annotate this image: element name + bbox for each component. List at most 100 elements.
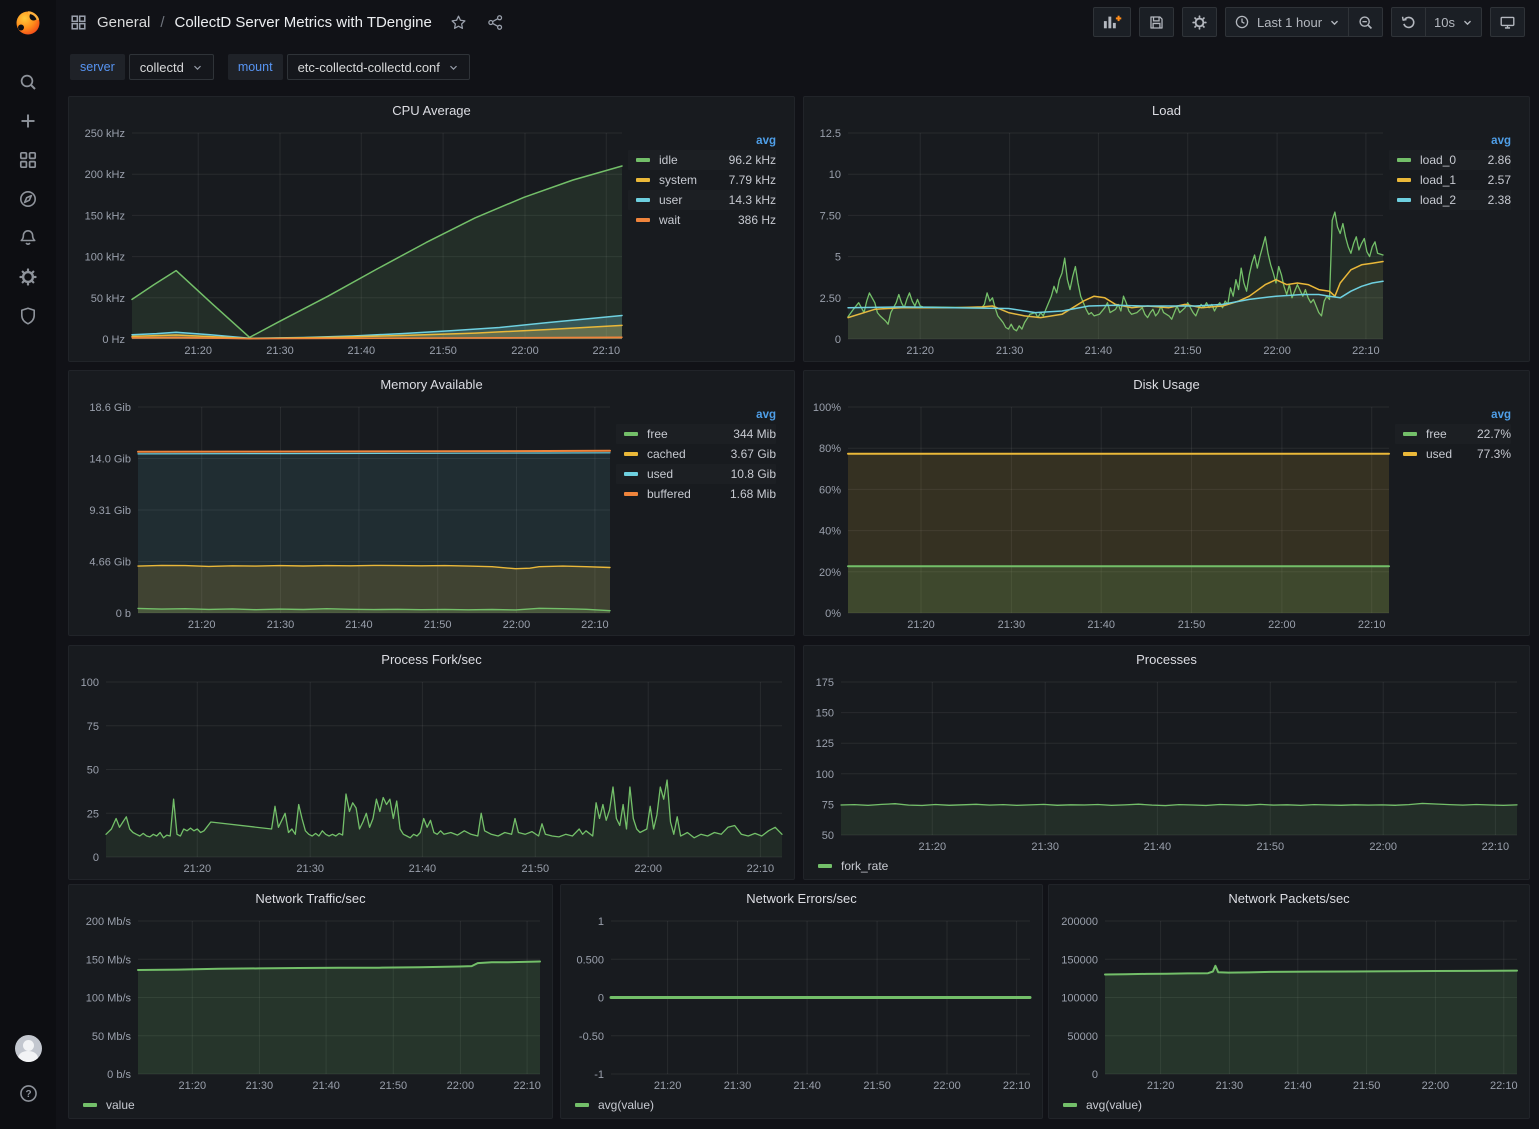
- legend-item-idle[interactable]: idle96.2 kHz: [628, 150, 776, 170]
- svg-text:175: 175: [816, 677, 834, 689]
- legend-item-load_0[interactable]: load_02.86: [1389, 150, 1511, 170]
- svg-text:100 Mb/s: 100 Mb/s: [86, 993, 132, 1005]
- svg-text:50000: 50000: [1067, 1031, 1098, 1043]
- add-panel-button[interactable]: [1093, 7, 1131, 37]
- svg-text:75: 75: [822, 799, 834, 811]
- legend-item-avg(value)[interactable]: avg(value): [1063, 1098, 1142, 1112]
- legend-item-load_1[interactable]: load_12.57: [1389, 170, 1511, 190]
- svg-text:20%: 20%: [819, 567, 841, 579]
- grafana-logo-icon[interactable]: [13, 8, 43, 38]
- panel-title[interactable]: Disk Usage: [804, 371, 1529, 399]
- panel-title[interactable]: Memory Available: [69, 371, 794, 399]
- svg-text:21:30: 21:30: [267, 619, 295, 631]
- svg-text:40%: 40%: [819, 526, 841, 538]
- panel-title[interactable]: Network Errors/sec: [561, 885, 1042, 913]
- page-title: CollectD Server Metrics with TDengine: [175, 14, 432, 31]
- panel-title[interactable]: Network Packets/sec: [1049, 885, 1529, 913]
- legend-item-fork_rate[interactable]: fork_rate: [818, 859, 888, 873]
- svg-text:21:40: 21:40: [1144, 841, 1172, 853]
- refresh-button[interactable]: [1391, 7, 1426, 37]
- svg-text:21:30: 21:30: [266, 345, 294, 357]
- legend-series-avg: 2.57: [1474, 173, 1511, 187]
- svg-text:10: 10: [829, 169, 841, 181]
- chart-processes[interactable]: 21:2021:3021:4021:5022:0022:105075100125…: [810, 674, 1523, 855]
- legend-avg-header[interactable]: avg: [628, 135, 776, 147]
- legend-item-free[interactable]: free344 Mib: [616, 424, 776, 444]
- panel-title[interactable]: Process Fork/sec: [69, 646, 794, 674]
- legend-avg-header[interactable]: avg: [1395, 409, 1511, 421]
- share-dashboard-button[interactable]: [485, 12, 506, 33]
- zoom-out-time-button[interactable]: [1349, 7, 1383, 37]
- server-admin-shield-icon[interactable]: [7, 296, 49, 335]
- configuration-gear-icon[interactable]: [7, 257, 49, 296]
- create-plus-icon[interactable]: [7, 101, 49, 140]
- legend-item-value[interactable]: value: [83, 1098, 135, 1112]
- chart-network-errors-sec[interactable]: 21:2021:3021:4021:5022:0022:10-1-0.5000.…: [567, 913, 1036, 1094]
- chart-cpu-average[interactable]: 21:2021:3021:4021:5022:0022:100 Hz50 kHz…: [75, 125, 628, 359]
- legend-item-system[interactable]: system7.79 kHz: [628, 170, 776, 190]
- chart-disk-usage[interactable]: 21:2021:3021:4021:5022:0022:100%20%40%60…: [810, 399, 1395, 633]
- panel-title[interactable]: Network Traffic/sec: [69, 885, 552, 913]
- help-icon[interactable]: ?: [7, 1074, 49, 1113]
- legend-avg-header[interactable]: avg: [1389, 135, 1511, 147]
- star-dashboard-button[interactable]: [448, 12, 469, 33]
- variable-mount-label: mount: [228, 54, 283, 80]
- legend-swatch: [83, 1103, 97, 1107]
- user-avatar[interactable]: [15, 1035, 42, 1062]
- legend-series-name: used: [1426, 447, 1452, 461]
- legend-item-wait[interactable]: wait386 Hz: [628, 210, 776, 230]
- svg-text:0 Hz: 0 Hz: [102, 334, 125, 346]
- legend-swatch: [636, 198, 650, 202]
- dashboard-settings-button[interactable]: [1182, 7, 1217, 37]
- svg-text:75: 75: [87, 721, 99, 733]
- legend-item-used[interactable]: used77.3%: [1395, 444, 1511, 464]
- variable-server: server collectd: [70, 54, 214, 80]
- save-dashboard-button[interactable]: [1139, 7, 1174, 37]
- chevron-down-icon: [448, 62, 459, 73]
- svg-text:21:40: 21:40: [409, 863, 437, 875]
- legend-swatch: [624, 472, 638, 476]
- panel-cpu-average: CPU Average 21:2021:3021:4021:5022:0022:…: [68, 96, 795, 362]
- variable-mount-value[interactable]: etc-collectd-collectd.conf: [287, 54, 470, 80]
- alerting-bell-icon[interactable]: [7, 218, 49, 257]
- panel-title[interactable]: CPU Average: [69, 97, 794, 125]
- legend-item-cached[interactable]: cached3.67 Gib: [616, 444, 776, 464]
- panel-title[interactable]: Processes: [804, 646, 1529, 674]
- panel-title[interactable]: Load: [804, 97, 1529, 125]
- breadcrumb: General / CollectD Server Metrics with T…: [70, 12, 506, 33]
- legend-series-name: user: [659, 193, 682, 207]
- legend-series-avg: 22.7%: [1463, 427, 1511, 441]
- svg-text:22:00: 22:00: [503, 619, 531, 631]
- legend-swatch: [818, 864, 832, 868]
- breadcrumb-folder[interactable]: General: [97, 14, 150, 31]
- chart-memory-available[interactable]: 21:2021:3021:4021:5022:0022:100 b4.66 Gi…: [75, 399, 616, 633]
- search-icon[interactable]: [7, 62, 49, 101]
- chart-network-traffic-sec[interactable]: 21:2021:3021:4021:5022:0022:100 b/s50 Mb…: [75, 913, 546, 1094]
- legend-item-used[interactable]: used10.8 Gib: [616, 464, 776, 484]
- chart-process-fork-sec[interactable]: 21:2021:3021:4021:5022:0022:100255075100: [75, 674, 788, 877]
- legend-item-buffered[interactable]: buffered1.68 Mib: [616, 484, 776, 504]
- panel-processes: Processes 21:2021:3021:4021:5022:0022:10…: [803, 645, 1530, 880]
- legend-avg-header[interactable]: avg: [616, 409, 776, 421]
- time-range-picker[interactable]: Last 1 hour: [1225, 7, 1349, 37]
- refresh-interval-label: 10s: [1434, 15, 1455, 30]
- variable-server-value[interactable]: collectd: [129, 54, 214, 80]
- legend-item-avg(value)[interactable]: avg(value): [575, 1098, 654, 1112]
- panel-legend: avg load_02.86load_12.57load_22.38: [1389, 125, 1523, 359]
- cycle-view-mode-button[interactable]: [1490, 7, 1525, 37]
- svg-text:21:40: 21:40: [1085, 345, 1113, 357]
- explore-compass-icon[interactable]: [7, 179, 49, 218]
- chart-load[interactable]: 21:2021:3021:4021:5022:0022:1002.5057.50…: [810, 125, 1389, 359]
- legend-item-load_2[interactable]: load_22.38: [1389, 190, 1511, 210]
- legend-item-free[interactable]: free22.7%: [1395, 424, 1511, 444]
- chart-network-packets-sec[interactable]: 21:2021:3021:4021:5022:0022:100500001000…: [1055, 913, 1523, 1094]
- svg-text:21:40: 21:40: [345, 619, 373, 631]
- svg-text:100%: 100%: [813, 402, 841, 414]
- svg-text:100000: 100000: [1061, 993, 1098, 1005]
- dashboards-icon[interactable]: [7, 140, 49, 179]
- svg-text:21:30: 21:30: [996, 345, 1024, 357]
- legend-item-user[interactable]: user14.3 kHz: [628, 190, 776, 210]
- svg-text:22:00: 22:00: [1268, 619, 1296, 631]
- refresh-interval-picker[interactable]: 10s: [1426, 7, 1482, 37]
- legend-series-name: used: [647, 467, 673, 481]
